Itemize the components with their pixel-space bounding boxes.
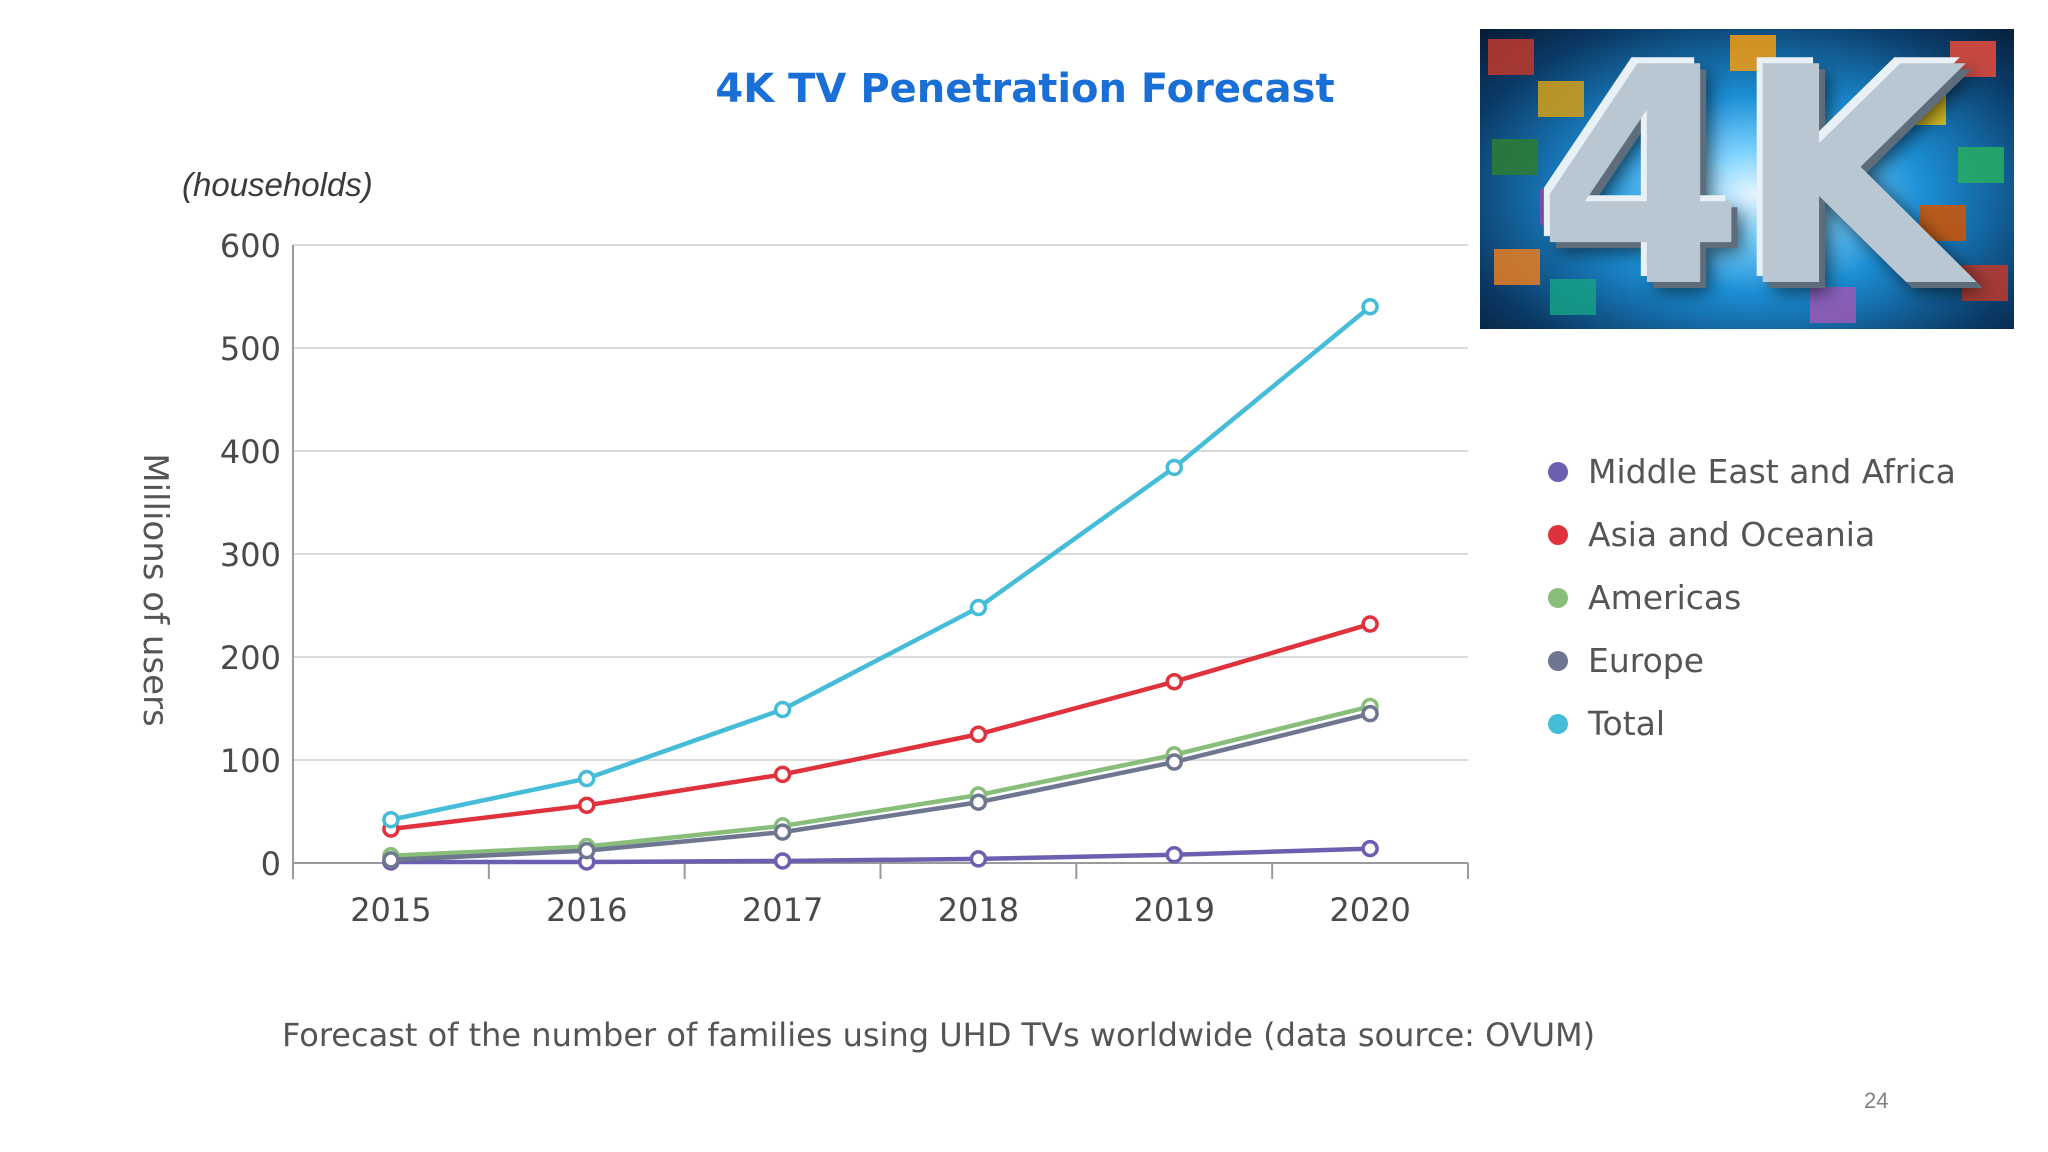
data-point: [1165, 672, 1183, 691]
legend-item: Middle East and Africa: [1548, 440, 1956, 503]
legend-marker: [1548, 587, 1568, 608]
series-line: [390, 711, 1371, 863]
legend-marker: [1548, 461, 1568, 482]
y-tick-label: 0: [261, 845, 281, 883]
y-tick-label: 200: [220, 639, 281, 677]
chart-caption: Forecast of the number of families using…: [282, 1016, 1596, 1054]
data-point: [773, 700, 792, 719]
data-point: [1165, 753, 1183, 771]
data-point: [1361, 839, 1379, 858]
data-point: [1165, 846, 1183, 864]
data-point: [382, 810, 400, 829]
x-tick-label: 2020: [1329, 891, 1410, 929]
x-tick-label: 2019: [1134, 891, 1215, 929]
y-tick-label: 500: [220, 330, 281, 368]
data-point: [382, 851, 400, 869]
series-line: [390, 621, 1371, 832]
legend-label: Europe: [1588, 641, 1705, 680]
legend-marker: [1548, 650, 1568, 671]
legend-item: Asia and Oceania: [1548, 503, 1956, 566]
data-point: [578, 769, 596, 788]
tick-labels: 0 100 200 300 400 500 600 2015 2016 2017 2018 2019 2…: [220, 227, 1411, 929]
series-line: [390, 704, 1371, 859]
legend-item: Americas: [1548, 566, 1956, 629]
axes: [292, 245, 1469, 879]
data-points: [382, 298, 1379, 871]
4k-banner-image: 4K: [1480, 29, 2014, 329]
data-point: [773, 852, 792, 870]
legend-marker: [1548, 713, 1568, 734]
y-tick-label: 100: [220, 742, 281, 780]
grid-lines: [293, 244, 1468, 864]
legend: Middle East and Africa Asia and Oceania Am…: [1548, 440, 1956, 755]
data-point: [969, 850, 988, 868]
y-tick-label: 600: [220, 227, 281, 265]
page-number: 24: [1864, 1088, 1889, 1113]
data-point: [1361, 298, 1379, 316]
y-tick-label: 400: [220, 433, 281, 471]
legend-label: Americas: [1588, 578, 1742, 617]
legend-label: Total: [1588, 704, 1666, 743]
x-tick-label: 2018: [938, 891, 1019, 929]
legend-item: Europe: [1548, 629, 1956, 692]
legend-label: Asia and Oceania: [1588, 515, 1876, 554]
data-point: [1361, 704, 1379, 723]
data-point: [1361, 615, 1379, 633]
chart-title: 4K TV Penetration Forecast: [715, 66, 1335, 112]
series-line: [390, 846, 1371, 865]
data-point: [969, 598, 988, 617]
legend-label: Middle East and Africa: [1588, 452, 1956, 491]
data-point: [969, 725, 988, 743]
data-point: [578, 796, 596, 815]
series-line: [390, 305, 1372, 822]
legend-item: Total: [1548, 692, 1956, 755]
data-point: [578, 841, 596, 860]
data-point: [773, 765, 792, 784]
y-tick-label: 300: [220, 536, 281, 574]
legend-marker: [1548, 524, 1568, 545]
series-lines: [390, 305, 1372, 865]
data-point: [1165, 458, 1183, 477]
x-tick-label: 2017: [742, 891, 823, 929]
x-tick-label: 2016: [546, 891, 627, 929]
data-point: [773, 823, 792, 841]
x-tick-label: 2015: [350, 891, 431, 929]
4k-logo-text: 4K: [1536, 29, 1967, 329]
data-point: [969, 793, 988, 811]
units-note: (households): [182, 166, 373, 203]
